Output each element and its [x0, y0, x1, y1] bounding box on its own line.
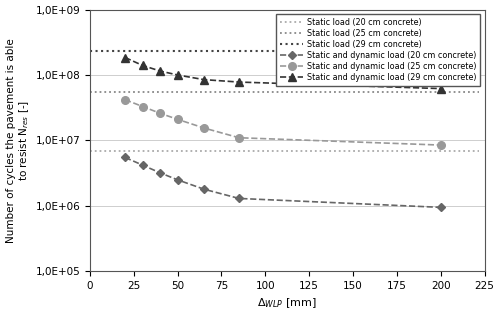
Static and dynamic load (29 cm concrete) — [174, 73, 180, 77]
Static and dynamic load (20 cm concrete) — [174, 178, 180, 182]
Static and dynamic load (25 cm concrete) — [157, 112, 163, 115]
Static and dynamic load (25 cm concrete) — [201, 126, 207, 130]
Line: Static and dynamic load (25 cm concrete): Static and dynamic load (25 cm concrete) — [121, 96, 444, 149]
Static and dynamic load (25 cm concrete) — [174, 118, 180, 121]
Static and dynamic load (29 cm concrete) — [236, 80, 242, 84]
Static and dynamic load (29 cm concrete) — [122, 56, 128, 59]
Legend: Static load (20 cm concrete), Static load (25 cm concrete), Static load (29 cm c: Static load (20 cm concrete), Static loa… — [276, 14, 480, 86]
Static and dynamic load (20 cm concrete) — [236, 197, 242, 200]
Static and dynamic load (20 cm concrete) — [122, 155, 128, 159]
Static and dynamic load (20 cm concrete) — [438, 205, 444, 209]
Line: Static and dynamic load (29 cm concrete): Static and dynamic load (29 cm concrete) — [121, 53, 445, 93]
Static and dynamic load (25 cm concrete) — [140, 105, 145, 108]
Static and dynamic load (25 cm concrete) — [438, 143, 444, 147]
Static and dynamic load (20 cm concrete) — [140, 163, 145, 167]
Static and dynamic load (25 cm concrete) — [122, 98, 128, 101]
Static and dynamic load (29 cm concrete) — [157, 69, 163, 73]
Line: Static and dynamic load (20 cm concrete): Static and dynamic load (20 cm concrete) — [122, 154, 444, 210]
Static and dynamic load (20 cm concrete) — [201, 187, 207, 191]
Static and dynamic load (29 cm concrete) — [201, 78, 207, 82]
X-axis label: $\Delta_{WLP}$ [mm]: $\Delta_{WLP}$ [mm] — [258, 297, 317, 310]
Static and dynamic load (29 cm concrete) — [438, 87, 444, 90]
Static and dynamic load (29 cm concrete) — [140, 64, 145, 67]
Y-axis label: Number of cycles the pavement is able
to resist N$_{res}$ [-]: Number of cycles the pavement is able to… — [6, 38, 32, 243]
Static and dynamic load (25 cm concrete) — [236, 136, 242, 140]
Static and dynamic load (20 cm concrete) — [157, 171, 163, 175]
